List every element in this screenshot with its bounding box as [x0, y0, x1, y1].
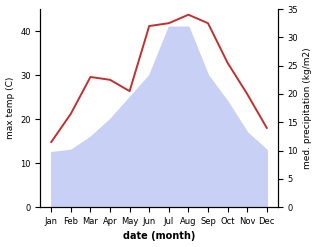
- X-axis label: date (month): date (month): [123, 231, 195, 242]
- Y-axis label: med. precipitation (kg/m2): med. precipitation (kg/m2): [303, 47, 313, 169]
- Y-axis label: max temp (C): max temp (C): [5, 77, 15, 139]
